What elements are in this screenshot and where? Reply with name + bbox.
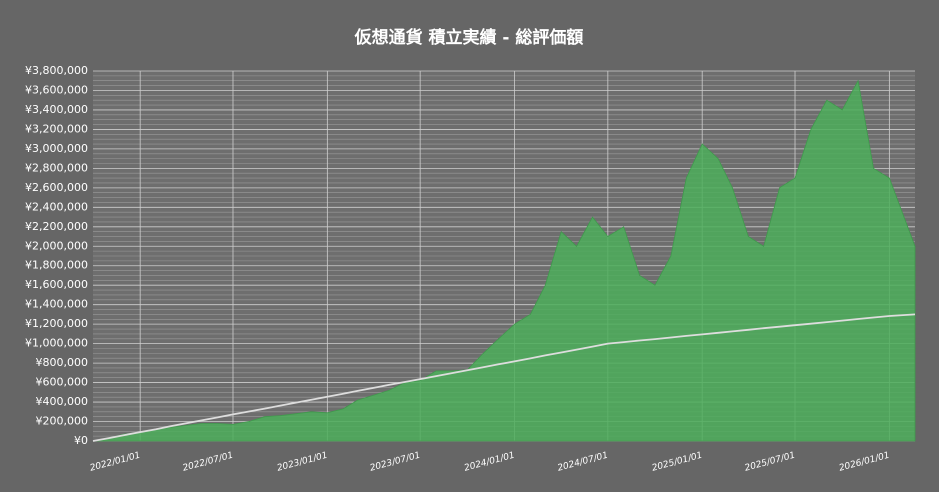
y-tick-label: ¥1,400,000 <box>25 298 88 311</box>
y-tick-label: ¥2,600,000 <box>25 181 88 194</box>
x-tick-label: 2022/01/01 <box>89 451 142 474</box>
x-tick-label: 2023/07/01 <box>369 451 422 474</box>
y-tick-label: ¥600,000 <box>36 376 89 389</box>
y-tick-label: ¥1,200,000 <box>25 317 88 330</box>
y-tick-label: ¥800,000 <box>36 356 89 369</box>
x-tick-label: 2025/01/01 <box>651 451 704 474</box>
x-tick-label: 2024/07/01 <box>557 451 610 474</box>
y-tick-label: ¥3,400,000 <box>25 103 88 116</box>
y-tick-label: ¥3,200,000 <box>25 122 88 135</box>
x-tick-label: 2025/07/01 <box>744 451 797 474</box>
x-tick-label: 2024/01/01 <box>463 451 516 474</box>
y-tick-label: ¥3,000,000 <box>25 142 88 155</box>
area <box>92 79 916 442</box>
line <box>92 313 916 442</box>
y-tick-label: ¥3,800,000 <box>25 64 88 77</box>
y-tick-label: ¥2,400,000 <box>25 200 88 213</box>
y-tick-label: ¥0 <box>74 434 88 447</box>
x-tick-label: 2026/01/01 <box>838 451 891 474</box>
y-tick-label: ¥1,600,000 <box>25 278 88 291</box>
x-tick-label: 2022/07/01 <box>182 451 235 474</box>
y-tick-label: ¥200,000 <box>36 415 89 428</box>
y-tick-label: ¥2,000,000 <box>25 239 88 252</box>
x-tick-label: 2023/01/01 <box>276 451 329 474</box>
y-tick-label: ¥2,200,000 <box>25 220 88 233</box>
y-tick-label: ¥2,800,000 <box>25 161 88 174</box>
y-tick-label: ¥3,600,000 <box>25 83 88 96</box>
chart-title: 仮想通貨 積立実績 - 総評価額 <box>354 27 584 48</box>
y-tick-label: ¥400,000 <box>36 395 89 408</box>
y-tick-label: ¥1,800,000 <box>25 259 88 272</box>
y-tick-label: ¥1,000,000 <box>25 337 88 350</box>
